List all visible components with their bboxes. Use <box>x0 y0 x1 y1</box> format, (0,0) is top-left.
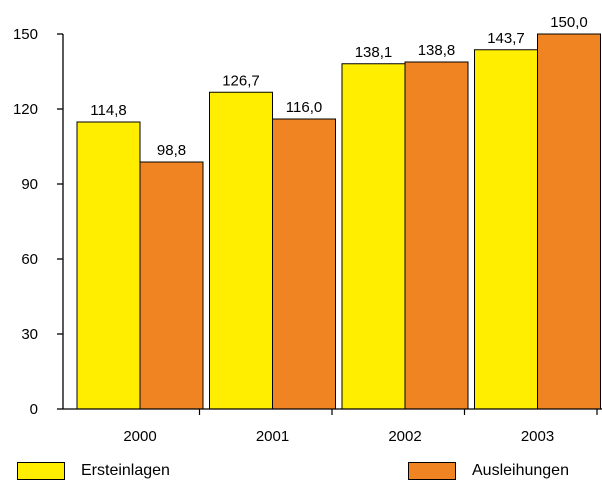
y-tick-label: 0 <box>30 401 38 418</box>
bar-ausleihungen-2002 <box>404 61 469 410</box>
bar-ausleihungen-2001 <box>272 118 336 410</box>
data-label: 126,7 <box>222 72 260 89</box>
bar-ausleihungen-2003 <box>537 33 601 410</box>
bar-ausleihungen-2000 <box>139 161 204 410</box>
x-axis: 2000 2001 2002 2003 <box>123 409 598 445</box>
y-tick-label: 150 <box>13 26 38 43</box>
x-tick-label: 2001 <box>256 428 289 445</box>
x-tick-label: 2002 <box>388 428 421 445</box>
data-label: 138,8 <box>418 42 456 59</box>
x-tick-label: 2003 <box>521 428 554 445</box>
bar-ersteinlagen-2001 <box>209 91 273 410</box>
data-label: 143,7 <box>487 30 525 47</box>
data-label: 150,0 <box>550 14 588 31</box>
y-tick-label: 60 <box>21 251 38 268</box>
data-label: 114,8 <box>90 102 126 119</box>
bar-ersteinlagen-2002 <box>341 63 406 410</box>
legend-swatch-ersteinlagen <box>17 462 65 480</box>
data-labels: 114,8 98,8 126,7 116,0 138,1 138,8 143,7 150,0 <box>90 14 587 159</box>
data-label: 116,0 <box>286 99 322 116</box>
bar-ersteinlagen-2000 <box>76 121 141 410</box>
data-label: 98,8 <box>157 142 186 159</box>
legend-label-ausleihungen: Ausleihungen <box>472 462 569 479</box>
legend-item-ersteinlagen: Ersteinlagen <box>17 462 170 480</box>
bar-ersteinlagen-2003 <box>474 49 538 410</box>
y-tick-label: 90 <box>21 176 38 193</box>
legend-swatch-ausleihungen <box>408 462 456 480</box>
legend-label-ersteinlagen: Ersteinlagen <box>81 462 170 479</box>
bars <box>76 33 601 410</box>
y-axis: 0 30 60 90 120 150 <box>13 26 63 418</box>
data-label: 138,1 <box>355 44 393 61</box>
x-tick-label: 2000 <box>123 428 156 445</box>
bar-chart: 0 30 60 90 120 150 114,8 98,8 126,7 116,0 138,1 13… <box>13 14 602 445</box>
y-tick-label: 120 <box>13 101 38 118</box>
legend-item-ausleihungen: Ausleihungen <box>408 462 569 480</box>
y-tick-label: 30 <box>21 326 38 343</box>
